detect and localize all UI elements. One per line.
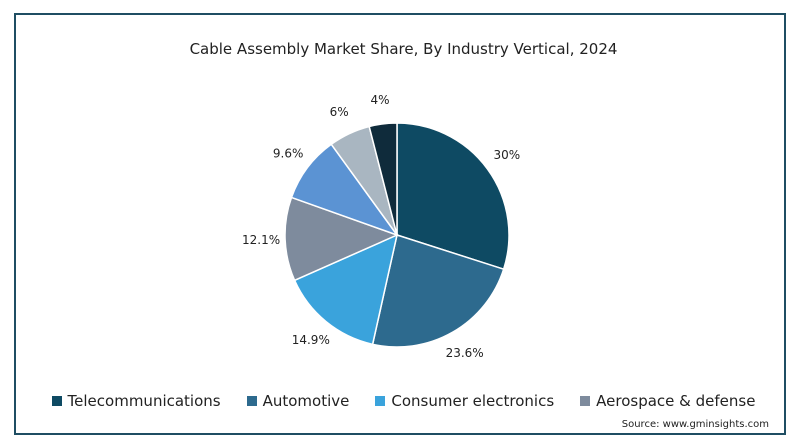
legend-swatch — [580, 396, 591, 406]
pie-slice-0 — [396, 122, 510, 271]
pie-slice-3 — [284, 196, 400, 282]
legend-swatch — [375, 396, 386, 406]
slice-data-label: 12.1% — [242, 233, 280, 247]
legend-label: Automotive — [262, 392, 350, 410]
slice-data-label: 23.6% — [446, 346, 484, 360]
legend-item-aerospace-defense: Aerospace & defense — [580, 392, 755, 410]
legend-item-consumer-electronics: Consumer electronics — [375, 392, 554, 410]
slice-data-label: 14.9% — [292, 333, 330, 347]
legend-swatch — [246, 396, 257, 406]
legend-swatch — [51, 396, 62, 406]
legend-label: Aerospace & defense — [596, 392, 756, 410]
legend-label: Telecommunications — [67, 392, 221, 410]
slice-data-label: 9.6% — [273, 146, 304, 160]
slice-data-label: 4% — [370, 93, 389, 107]
source-note: Source: www.gminsights.com — [621, 419, 769, 430]
pie-slice-2 — [293, 233, 399, 346]
legend-item-automotive: Automotive — [246, 392, 350, 410]
slice-data-label: 6% — [330, 105, 349, 119]
pie-slice-6 — [368, 122, 398, 236]
chart-legend: Telecommunications Automotive Consumer e… — [0, 392, 807, 410]
legend-item-telecommunications: Telecommunications — [51, 392, 221, 410]
chart-title: Cable Assembly Market Share, By Industry… — [189, 40, 618, 58]
pie-slice-1 — [371, 234, 505, 348]
slice-data-label: 30% — [494, 148, 521, 162]
legend-label: Consumer electronics — [391, 392, 555, 410]
